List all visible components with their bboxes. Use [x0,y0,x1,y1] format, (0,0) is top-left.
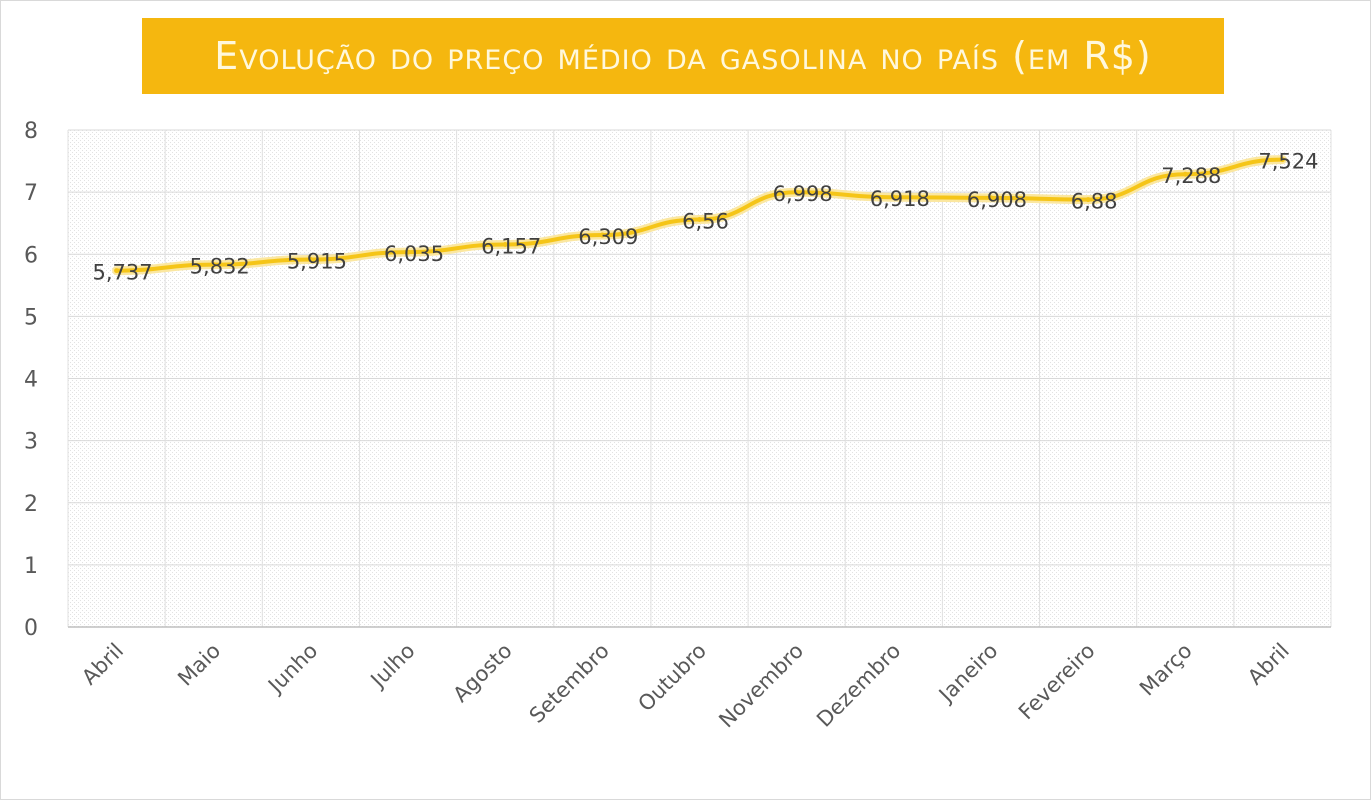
data-point [308,257,314,263]
data-label: 6,908 [967,188,1027,212]
y-tick-label: 8 [24,119,38,144]
x-tick-label: Maio [173,639,225,691]
x-tick-label: Novembro [714,639,808,733]
y-tick-label: 6 [24,243,38,268]
x-tick-label: Abril [1243,639,1294,690]
data-point [891,194,897,200]
data-label: 7,524 [1258,150,1318,174]
data-label: 6,56 [682,209,729,233]
data-point [114,268,120,274]
data-point [599,232,605,238]
data-label: 6,309 [578,225,638,249]
grid-lines [67,129,1332,628]
data-label: 6,918 [870,187,930,211]
x-tick-label: Outubro [633,639,711,717]
data-point [502,241,508,247]
y-tick-label: 3 [24,430,38,455]
x-tick-label: Março [1135,639,1197,701]
x-axis: Abril Maio Junho Julho Agosto Setembro Outubro… [77,639,1294,733]
data-labels: 5,737 5,832 5,915 6,035 6,157 6,309 6,56 6,998 6… [93,150,1319,285]
y-tick-label: 0 [24,616,38,641]
data-point [1085,197,1091,203]
y-tick-label: 2 [24,492,38,517]
data-label: 5,915 [287,250,347,274]
y-tick-label: 4 [24,368,38,393]
data-point [1182,171,1188,177]
data-label: 6,88 [1071,190,1118,214]
data-label: 7,288 [1161,164,1221,188]
x-tick-label: Fevereiro [1014,639,1100,725]
data-point [794,189,800,195]
data-label: 6,157 [481,234,541,258]
y-tick-label: 1 [24,554,38,579]
y-tick-label: 5 [24,305,38,330]
data-label: 6,998 [773,182,833,206]
x-tick-label: Dezembro [812,639,905,732]
data-point [405,249,411,255]
chart-title: Evolução do preço médio da gasolina no p… [214,34,1152,78]
data-label: 5,832 [190,255,250,279]
x-tick-label: Janeiro [933,639,1002,708]
y-tick-label: 7 [24,181,38,206]
chart-title-box: Evolução do preço médio da gasolina no p… [142,18,1224,94]
data-point [988,195,994,201]
x-tick-label: Abril [77,639,128,690]
x-tick-label: Junho [262,639,322,699]
series-line [112,155,1287,276]
data-point [211,262,217,268]
y-axis: 0 1 2 3 4 5 6 7 8 [24,119,38,641]
x-tick-label: Julho [365,639,420,694]
data-point [1279,157,1285,163]
data-label: 5,737 [93,261,153,285]
data-label: 6,035 [384,242,444,266]
data-point [697,216,702,222]
x-tick-label: Setembro [525,639,614,728]
x-tick-label: Agosto [448,639,516,707]
